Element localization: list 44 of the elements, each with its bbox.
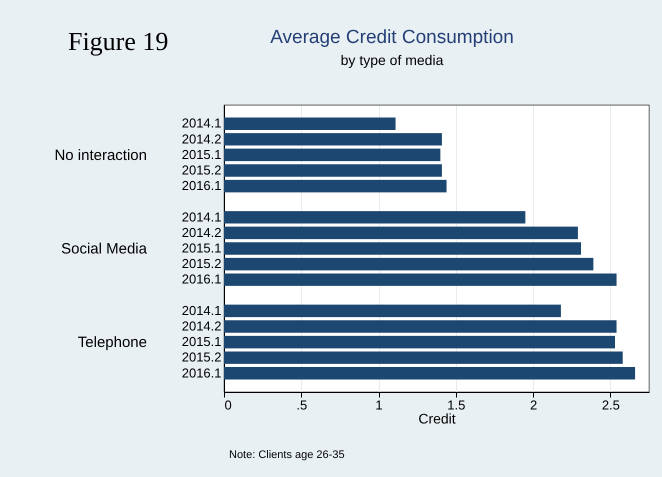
y-tick-label: 2015.1 [182,240,222,256]
caption: Figure 19 [68,27,168,56]
x-tick-label: .5 [296,398,308,412]
x-axis-title: Credit [418,410,456,426]
bar [224,320,617,333]
bar [224,211,526,224]
x-tick-label: 0 [224,398,232,412]
y-tick-label: 2014.1 [182,302,222,318]
y-tick-label: 2015.2 [182,162,222,178]
text: No interaction [54,146,147,164]
y-tick-label: 2014.2 [182,131,222,146]
x-tick-label: 2.5 [602,398,620,412]
y-tick-label: 2015.1 [182,146,222,162]
y-tick-label: 2015.2 [182,350,222,365]
y-tick-label: 2016.1 [182,365,222,380]
bar [224,336,615,348]
y-tick-label: 2015.1 [182,334,222,350]
y-tick-label: 2014.2 [182,318,222,334]
bar [224,164,442,177]
text: Telephone [78,334,147,352]
x-tick-label: 1.5 [447,398,466,412]
bar [224,367,636,380]
y-tick-label: 2014.1 [182,209,222,224]
bar [224,133,442,146]
y-tick-label: 2014.2 [182,224,222,240]
bar [224,117,396,130]
bar [224,226,578,240]
y-tick-label: 2014.1 [182,116,222,131]
bar [224,258,594,270]
y-tick-label: 2016.1 [182,272,222,287]
text: Note: Clients age 26-35 [229,449,345,461]
text: Social Media [61,240,148,258]
y-tick-label: 2015.2 [182,256,222,272]
bar [224,242,581,255]
bar [224,304,561,318]
chart-subtitle: by type of media [340,52,444,68]
bar [224,180,447,192]
x-tick-label: 2 [530,398,538,412]
bar [224,273,617,286]
chart-title: Average Credit Consumption [270,27,514,48]
bar [224,148,440,162]
bar [224,351,623,364]
x-tick-label: 1 [375,398,383,412]
y-tick-label: 2016.1 [182,178,222,194]
